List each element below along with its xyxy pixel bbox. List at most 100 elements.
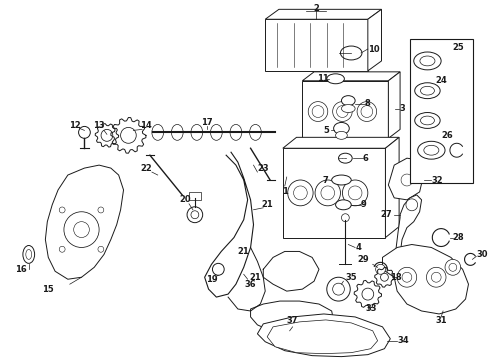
Text: 14: 14 (140, 121, 152, 130)
Ellipse shape (420, 116, 435, 125)
Text: 28: 28 (453, 233, 465, 242)
Polygon shape (257, 314, 391, 357)
Ellipse shape (342, 105, 355, 113)
Circle shape (397, 256, 407, 266)
Circle shape (288, 180, 313, 206)
Circle shape (213, 264, 224, 275)
Circle shape (59, 246, 65, 252)
Ellipse shape (424, 145, 439, 155)
Ellipse shape (332, 175, 351, 185)
Text: 1: 1 (282, 188, 288, 197)
Circle shape (78, 126, 90, 138)
Circle shape (401, 174, 413, 186)
Circle shape (348, 186, 362, 200)
Circle shape (357, 102, 377, 121)
Circle shape (59, 207, 65, 213)
Circle shape (64, 212, 99, 247)
Ellipse shape (230, 125, 242, 140)
Circle shape (308, 102, 328, 121)
Circle shape (98, 246, 104, 252)
Text: 23: 23 (257, 163, 269, 172)
Circle shape (74, 222, 89, 238)
Bar (283, 148, 386, 238)
Polygon shape (389, 158, 423, 200)
Text: 29: 29 (357, 255, 369, 264)
Text: 7: 7 (323, 176, 329, 185)
Text: 10: 10 (368, 45, 379, 54)
Polygon shape (267, 320, 378, 354)
Circle shape (121, 127, 136, 143)
Bar (265, 19, 368, 71)
Text: 20: 20 (179, 195, 191, 204)
Text: 5: 5 (323, 126, 329, 135)
Text: 8: 8 (365, 99, 370, 108)
Circle shape (406, 199, 417, 211)
Bar (410, 39, 473, 183)
Polygon shape (46, 165, 123, 279)
Text: 9: 9 (361, 200, 367, 209)
Text: 24: 24 (435, 76, 447, 85)
Text: 26: 26 (441, 131, 453, 140)
Polygon shape (383, 244, 468, 314)
Circle shape (402, 272, 412, 282)
Circle shape (362, 288, 374, 300)
Ellipse shape (327, 74, 344, 84)
Circle shape (342, 214, 349, 222)
Ellipse shape (172, 125, 183, 140)
Circle shape (426, 267, 446, 287)
Polygon shape (386, 137, 399, 238)
Ellipse shape (415, 113, 440, 129)
Circle shape (445, 260, 461, 275)
Text: 35: 35 (345, 273, 357, 282)
Polygon shape (302, 72, 400, 81)
Text: 37: 37 (287, 316, 298, 325)
Ellipse shape (341, 46, 362, 60)
Circle shape (343, 180, 368, 206)
Polygon shape (250, 301, 334, 335)
Ellipse shape (336, 200, 351, 210)
Circle shape (321, 186, 335, 200)
Ellipse shape (415, 83, 440, 99)
Circle shape (101, 129, 113, 141)
Polygon shape (283, 137, 399, 148)
Circle shape (187, 207, 203, 223)
Circle shape (333, 102, 352, 121)
Text: 15: 15 (43, 285, 54, 294)
Text: 21: 21 (249, 273, 261, 282)
Circle shape (381, 273, 389, 281)
Text: 6: 6 (363, 154, 369, 163)
Text: 36: 36 (245, 280, 256, 289)
Polygon shape (368, 9, 382, 71)
Circle shape (312, 105, 324, 117)
Text: 3: 3 (399, 104, 405, 113)
Circle shape (333, 283, 344, 295)
Ellipse shape (414, 52, 441, 70)
Polygon shape (265, 9, 382, 19)
Ellipse shape (249, 125, 261, 140)
Text: 18: 18 (391, 273, 402, 282)
Ellipse shape (26, 249, 32, 260)
Text: 16: 16 (15, 265, 27, 274)
Ellipse shape (336, 131, 347, 139)
Text: 25: 25 (453, 42, 465, 51)
Circle shape (431, 272, 441, 282)
Text: 31: 31 (435, 316, 447, 325)
Ellipse shape (339, 153, 352, 163)
Text: 30: 30 (476, 250, 488, 259)
Ellipse shape (334, 122, 349, 134)
Circle shape (327, 277, 350, 301)
Text: 17: 17 (201, 118, 212, 127)
Text: 13: 13 (93, 121, 105, 130)
Circle shape (191, 211, 199, 219)
Text: 12: 12 (69, 121, 80, 130)
Circle shape (449, 264, 457, 271)
Text: 21: 21 (261, 200, 273, 209)
Ellipse shape (23, 246, 35, 264)
Text: 27: 27 (381, 210, 392, 219)
Circle shape (337, 105, 348, 117)
Ellipse shape (342, 96, 355, 105)
Text: 19: 19 (206, 275, 217, 284)
Ellipse shape (191, 125, 203, 140)
Polygon shape (396, 195, 421, 267)
Ellipse shape (152, 125, 164, 140)
